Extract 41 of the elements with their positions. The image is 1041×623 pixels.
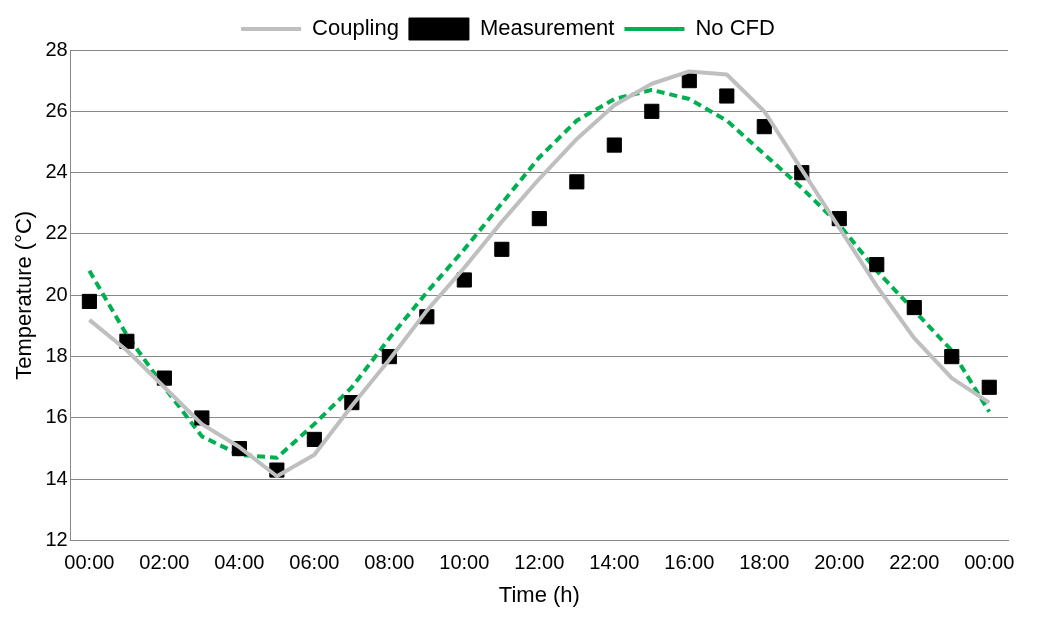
x-tick-label: 14:00 [589,551,640,574]
legend-label: No CFD [695,15,775,41]
x-tick-label: 06:00 [289,551,340,574]
x-tick-label: 16:00 [664,551,715,574]
x-tick-label: 18:00 [739,551,790,574]
y-tick-label: 14 [45,466,68,489]
point [906,299,922,316]
point [719,88,735,104]
y-tick-label: 24 [45,160,68,183]
x-tick-label: 08:00 [364,551,415,574]
point [531,211,547,227]
legend-label: Measurement [479,15,615,41]
x-tick-label: 12:00 [514,551,565,574]
point [681,73,697,89]
point [606,137,622,153]
point [306,431,322,447]
y-tick-label: 28 [45,37,68,60]
x-tick-label: 10:00 [439,551,490,574]
y-tick-label: 26 [45,98,68,121]
y-tick-label: 20 [45,282,68,305]
x-axis-title: Time (h) [498,581,580,607]
y-tick-label: 16 [45,405,68,428]
x-tick-label: 00:00 [64,551,115,574]
y-axis-title: Temperature (°C) [11,210,37,380]
point [81,293,97,309]
x-tick-label: 02:00 [139,551,190,574]
x-tick-label: 20:00 [814,551,865,574]
point [456,272,472,288]
x-tick-label: 04:00 [214,551,265,574]
point [644,103,660,119]
point [569,174,585,190]
y-tick-label: 18 [45,344,68,367]
point [981,379,997,395]
x-tick-label: 00:00 [964,551,1015,574]
point [944,349,960,365]
y-tick-label: 12 [45,528,68,551]
point [494,241,510,257]
x-tick-label: 22:00 [889,551,940,574]
legend-label: Coupling [312,15,399,41]
point [869,257,885,273]
y-tick-label: 22 [45,221,68,244]
